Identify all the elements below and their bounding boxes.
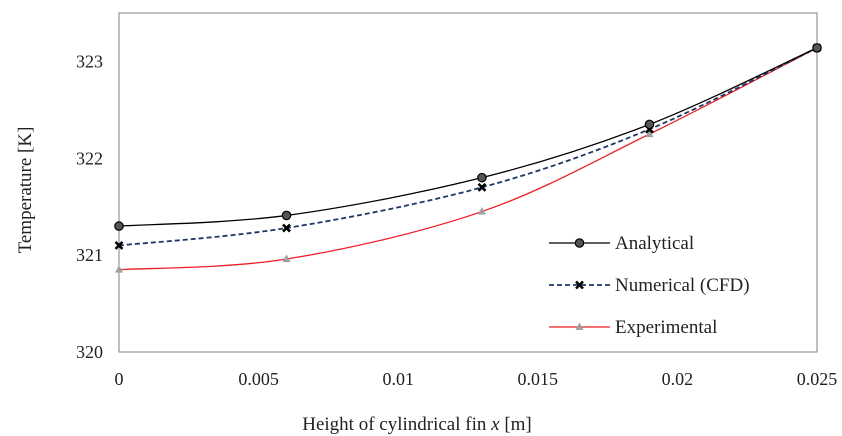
x-tick-label: 0.02 (662, 369, 694, 389)
legend-marker (575, 322, 584, 330)
legend: Analytical Numerical (CFD) Experimental (549, 233, 750, 338)
x-tick-label: 0.015 (518, 369, 559, 389)
legend-marker (575, 280, 584, 290)
data-point (645, 129, 654, 138)
y-tick-label: 322 (76, 148, 103, 168)
data-point (644, 119, 655, 130)
data-point (281, 210, 292, 221)
legend-label: Analytical (615, 233, 694, 254)
y-axis-title: Temperature [K] (15, 127, 36, 254)
y-axis-ticks: 320 321 322 323 (76, 51, 103, 362)
y-tick-label: 323 (76, 51, 103, 71)
data-point (812, 43, 822, 53)
legend-marker (574, 238, 585, 248)
series-experimental (115, 43, 821, 273)
data-point (477, 182, 487, 192)
plot-frame (118, 12, 818, 353)
series-layer (114, 43, 822, 273)
legend-item-experimental: Experimental (549, 317, 717, 338)
data-point (114, 241, 124, 250)
data-point (477, 207, 486, 215)
y-tick-label: 320 (76, 342, 103, 362)
x-axis-ticks: 0 0.005 0.01 0.015 0.02 0.025 (115, 369, 838, 389)
series-line (118, 47, 818, 227)
legend-item-analytical: Analytical (549, 233, 694, 254)
x-tick-label: 0.005 (238, 369, 279, 389)
y-tick-label: 321 (76, 245, 103, 265)
x-tick-label: 0 (115, 369, 124, 389)
data-point (115, 265, 123, 273)
x-tick-label: 0.025 (797, 369, 838, 389)
series-analytical (114, 43, 822, 231)
data-point (477, 172, 487, 183)
data-point (114, 221, 124, 231)
legend-label: Numerical (CFD) (615, 275, 750, 296)
plot-area-border (118, 12, 818, 353)
data-point (282, 223, 291, 233)
legend-item-numerical-cfd: Numerical (CFD) (549, 275, 750, 296)
x-axis-title: Height of cylindrical fin x [m] (302, 414, 532, 435)
legend-label: Experimental (615, 317, 717, 338)
data-point (282, 254, 291, 263)
series-numerical-cfd (114, 43, 822, 250)
x-tick-label: 0.01 (382, 369, 414, 389)
